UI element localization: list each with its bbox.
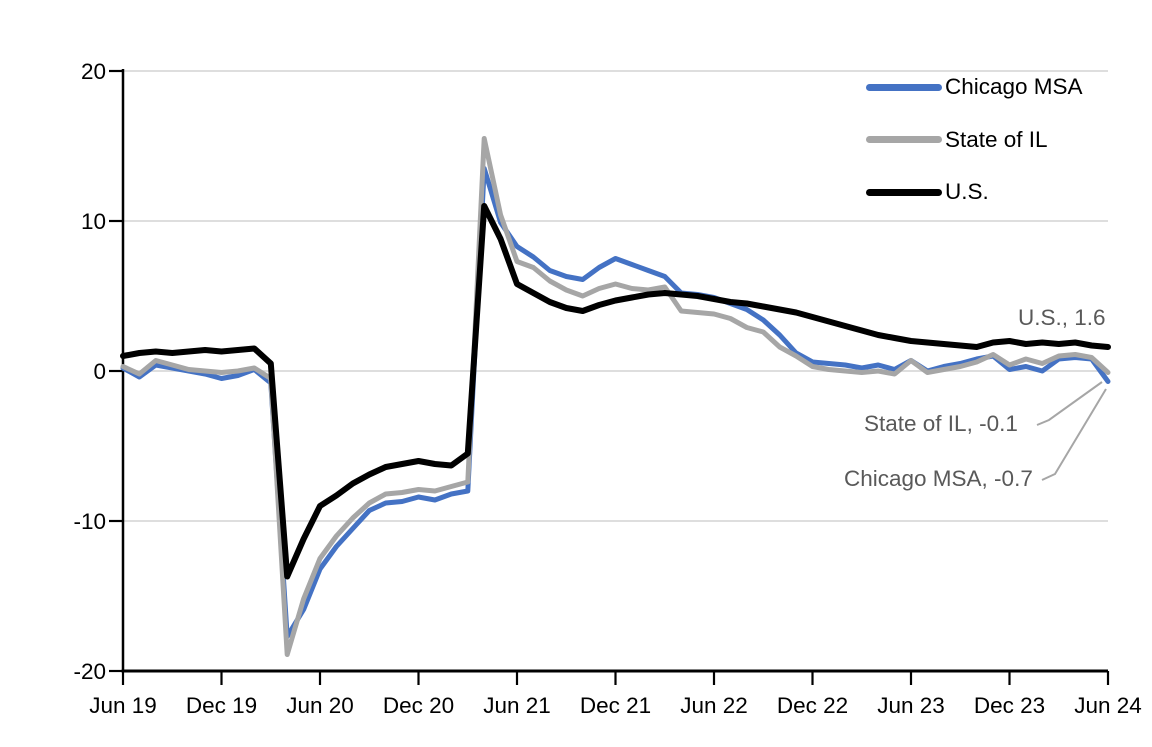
x-axis-tick-label: Dec 19 [186,693,257,718]
line-chart-svg: -20 -10 0 10 20 Jun 19 Dec 19 Jun 20 Dec 20 Jun 2… [73,59,1142,718]
annotation-leader-line [1041,388,1107,481]
legend-label-us: U.S. [945,179,989,204]
series-line-u-s [120,203,1111,580]
y-axis-tick-label: 20 [81,59,106,84]
legend-swatch-state-of-il [866,136,942,144]
legend-item-state-of-il: State of IL [866,126,1083,152]
y-axis-tick-label: -20 [73,659,106,684]
legend-swatch-us [866,188,942,196]
legend-label-state-of-il: State of IL [945,126,1048,152]
legend-item-chicago-msa: Chicago MSA [866,74,1083,99]
x-axis-tick-label: Jun 23 [877,693,945,718]
x-axis-tick-label: Dec 23 [974,693,1045,718]
legend-item-us: U.S. [866,179,1083,204]
y-axis-tick-label: -10 [73,509,106,534]
x-axis-tick-label: Jun 19 [89,693,157,718]
x-axis-tick-label: Jun 24 [1074,693,1142,718]
y-axis-tick-label: 10 [81,209,106,234]
annotation-leader-line [1036,381,1103,426]
line-chart: -20 -10 0 10 20 Jun 19 Dec 19 Jun 20 Dec 20 Jun 2… [40,16,1152,731]
x-axis-tick-label: Dec 21 [580,693,651,718]
y-axis-tick-label: 0 [93,359,106,384]
x-axis-tick-label: Dec 20 [383,693,454,718]
x-axis-tick-label: Jun 20 [286,693,354,718]
legend-swatch-chicago-msa [866,83,942,91]
data-label-us: U.S., 1.6 [1018,305,1106,330]
x-axis-tick-label: Dec 22 [777,693,848,718]
x-axis-tick-label: Jun 21 [483,693,551,718]
legend-label-chicago-msa: Chicago MSA [945,74,1083,99]
x-axis-tick-label: Jun 22 [680,693,748,718]
series-line-state-of-il [120,136,1111,657]
data-label-chicago-msa: Chicago MSA, -0.7 [844,466,1033,491]
chart-legend: Chicago MSA State of IL U.S. [866,74,1083,204]
data-label-state-of-il: State of IL, -0.1 [864,411,1018,436]
